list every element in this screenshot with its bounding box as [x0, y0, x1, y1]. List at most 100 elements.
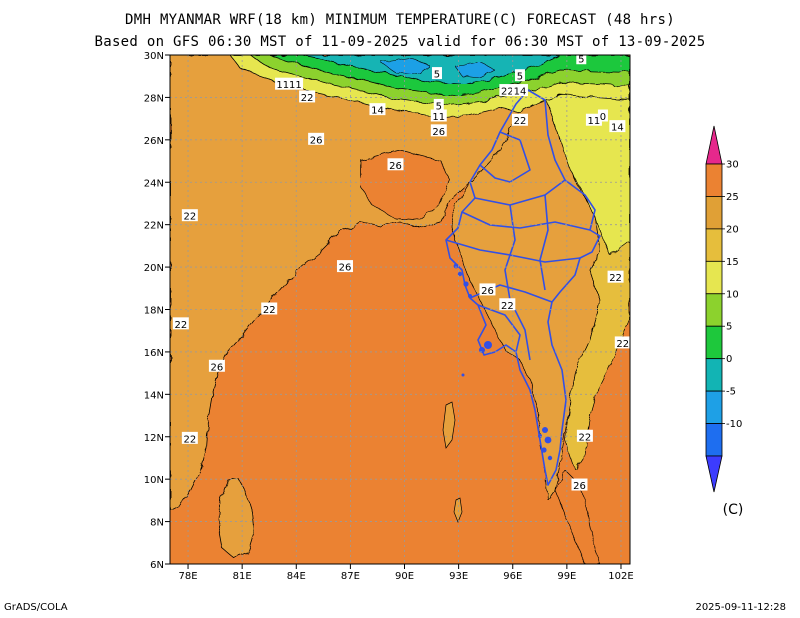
colorbar-segment [705, 196, 723, 230]
region-line-7 [504, 204, 531, 361]
contour-label: 22 [181, 431, 198, 445]
contour-label-text: 22 [183, 212, 196, 223]
colorbar-segment [705, 423, 723, 457]
contour-label-bg [609, 120, 626, 133]
footer-timestamp: 2025-09-11-12:28 [695, 602, 786, 613]
contour-label-text: 26 [339, 263, 352, 274]
contour-label-bg [433, 98, 444, 111]
contour-label-bg [576, 55, 587, 65]
colorbar-segment [705, 228, 723, 262]
colorbar-segment [705, 163, 723, 197]
lat-tick-label: 22N [144, 221, 164, 232]
contour-label-bg [499, 84, 516, 97]
contour-label-text: 22 [501, 87, 514, 98]
contour-label-bg [430, 124, 447, 137]
contour-label: 26 [387, 158, 404, 172]
colorbar-tick-label: 20 [726, 224, 739, 235]
footer-left: GrADS/COLA [4, 602, 68, 613]
contour-label: 26 [430, 124, 447, 138]
colorbar-segment [705, 325, 723, 360]
contour-label: 22 [614, 336, 630, 350]
contour-label: 22 [172, 317, 189, 331]
contour-label-text: 11 [432, 112, 445, 123]
contour-label-text: 26 [573, 481, 586, 492]
lat-tick-label: 20N [144, 263, 164, 274]
contour-label-text: 5 [434, 70, 440, 81]
contour-label-bg [181, 209, 198, 222]
colorbar-segment [705, 390, 723, 424]
contour-label-text: 14 [514, 87, 527, 98]
contour-label-text: 22 [616, 339, 629, 350]
tibet-cyan-patch [379, 57, 431, 75]
contour-label-bg [336, 260, 353, 273]
lon-tick-label: 93E [449, 571, 468, 582]
contour-label: 5 [576, 55, 587, 66]
contour-label-text: 22 [183, 434, 196, 445]
nicobar-islands [453, 497, 463, 523]
contour-label-bg [387, 158, 404, 171]
contour-label-text: 22 [263, 305, 276, 316]
contour-label: 5 [431, 67, 442, 81]
contour-label-bg [571, 478, 588, 491]
contour-label-bg [499, 298, 516, 311]
contour-label: 14 [511, 84, 528, 98]
contour-label-text: 5 [517, 72, 523, 83]
contour-label-text: 11 [588, 116, 601, 127]
colorbar-tick-label: 10 [726, 289, 739, 300]
contour-label: 26 [208, 359, 225, 373]
region-line-1 [479, 131, 531, 183]
colorbar-tick-label: -5 [726, 387, 736, 398]
lat-tick-label: 6N [150, 560, 164, 571]
tibet-cyan-patch-2 [454, 61, 496, 79]
region-line-2 [474, 179, 566, 206]
lon-tick-label: 90E [395, 571, 414, 582]
contour-label-text: 26 [389, 161, 402, 172]
colorbar-tick-label: 0 [726, 354, 732, 365]
contour-label: 11 [585, 113, 602, 127]
contour-label-bg [585, 113, 602, 126]
contour-label: 26 [336, 260, 353, 274]
contour-label-bg [299, 90, 316, 103]
lat-tick-label: 30N [144, 51, 164, 62]
lon-tick-label: 102E [608, 571, 633, 582]
contour-label-bg [514, 69, 525, 82]
colorbar-tick-label: 15 [726, 257, 739, 268]
lat-tick-label: 26N [144, 136, 164, 147]
contour-label: 14 [609, 120, 626, 134]
contour-label-bg [576, 429, 593, 442]
contour-label: 22 [607, 270, 624, 284]
lat-tick-label: 12N [144, 433, 164, 444]
map-axes: 78E 81E 84E 87E 90E 93E 96E 99E 102E 6N 8N 10N 12N 14… [144, 51, 634, 582]
lowland-warm-field [359, 149, 451, 221]
contour-label: 22 [181, 209, 198, 223]
contour-label-text: 5 [436, 101, 442, 112]
tibet-teal-band [299, 55, 561, 85]
colorbar-tick-label: 5 [726, 322, 732, 333]
contour-label: 22 [499, 84, 516, 98]
contour-label-text: 22 [579, 432, 592, 443]
lat-tick-label: 28N [144, 93, 164, 104]
lon-tick-label: 99E [557, 571, 576, 582]
contour-label-bg [369, 103, 386, 116]
lon-tick-label: 84E [287, 571, 306, 582]
contour-label-text: 22 [609, 273, 622, 284]
lat-tick-label: 14N [144, 390, 164, 401]
colorbar-above-triangle [705, 125, 723, 165]
contour-label-text: 26 [310, 135, 323, 146]
lat-tick-label: 10N [144, 475, 164, 486]
colorbar-tick-label: 30 [726, 160, 739, 171]
contour-label: 1111 [275, 77, 304, 91]
contour-label-text: 22 [501, 301, 514, 312]
myanmar-coastal-islands [453, 263, 553, 461]
colorbar-below-triangle [705, 455, 723, 493]
colorbar-segment [705, 358, 723, 392]
unit-label: (C) [723, 502, 744, 518]
contour-label-text: 22 [174, 320, 187, 331]
contour-label-bg [614, 336, 630, 349]
contour-label-bg [181, 431, 198, 444]
colorbar-segment [705, 293, 723, 327]
contour-label: 14 [369, 103, 386, 117]
contour-label-text: 14 [611, 123, 624, 134]
